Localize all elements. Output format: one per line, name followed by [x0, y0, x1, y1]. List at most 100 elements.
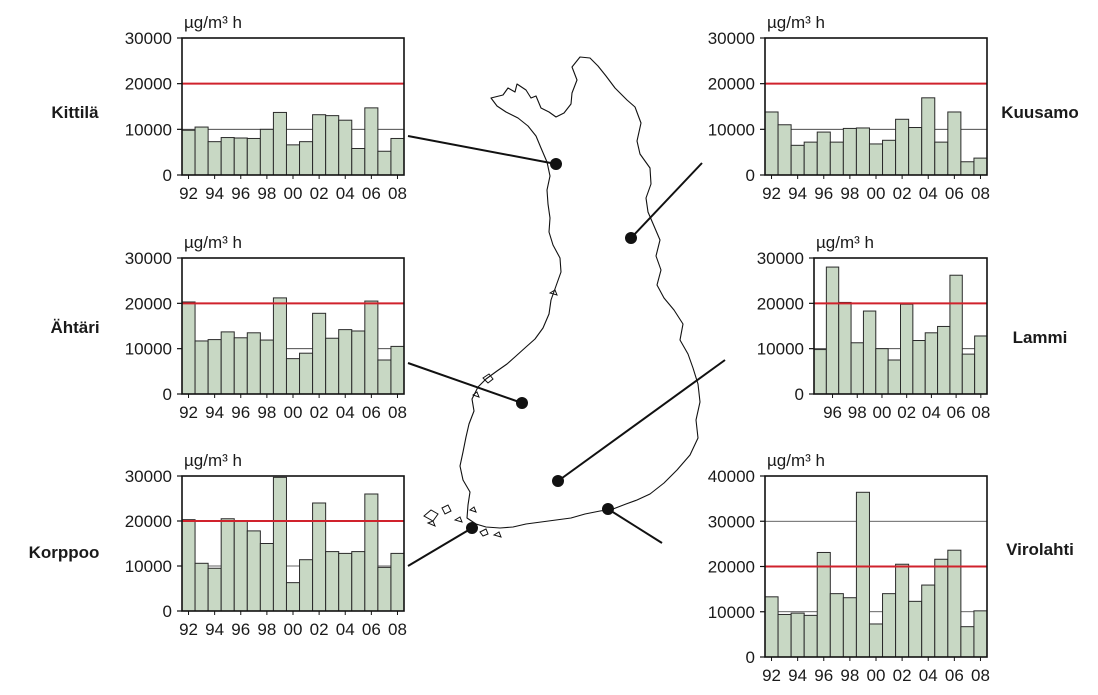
bar-05 — [351, 551, 366, 612]
x-tick-label: 02 — [310, 620, 329, 639]
bar-95 — [813, 349, 827, 395]
bar-06 — [947, 111, 962, 176]
bar-98 — [842, 597, 857, 658]
bar-95 — [803, 141, 818, 176]
finland-outline — [459, 56, 701, 529]
y-tick-label: 0 — [746, 648, 755, 667]
y-tick-label: 30000 — [757, 249, 804, 268]
bar-00 — [285, 358, 301, 395]
station-name: Virolahti — [1006, 540, 1074, 559]
bar-96 — [825, 266, 840, 395]
unit-label: µg/m³ h — [767, 13, 825, 32]
bar-97 — [246, 137, 261, 176]
bar-96 — [816, 551, 831, 658]
bar-94 — [207, 141, 222, 176]
y-tick-label: 20000 — [708, 75, 755, 94]
bar-00 — [868, 623, 884, 658]
x-tick-label: 94 — [788, 666, 807, 685]
bar-99 — [272, 297, 287, 395]
bar-02 — [895, 563, 910, 658]
bar-00 — [875, 348, 889, 395]
bar-96 — [233, 137, 248, 176]
y-tick-label: 40000 — [708, 467, 755, 486]
bar-93 — [777, 613, 792, 658]
bar-98 — [259, 543, 274, 612]
chart-lammi: 0 10000 20000 30000 96 98 00 02 04 06 08 µg/m³ h Lam… — [757, 233, 1068, 422]
x-tick-label: 06 — [362, 403, 381, 422]
y-tick-label: 10000 — [125, 340, 172, 359]
station-name: Ähtäri — [50, 318, 99, 337]
bar-94 — [790, 612, 805, 658]
bar-01 — [882, 139, 897, 176]
x-tick-label: 98 — [257, 403, 276, 422]
x-tick-label: 08 — [388, 403, 407, 422]
islands-west-coast — [471, 289, 558, 398]
bar-02 — [312, 114, 327, 176]
x-tick-label: 92 — [179, 403, 198, 422]
x-tick-label: 06 — [362, 184, 381, 203]
bar-92 — [764, 111, 779, 176]
bar-04 — [924, 332, 939, 395]
chart-kuusamo: 0 10000 20000 30000 92 94 96 98 00 02 04 06 08 µg/m³ … — [708, 13, 1079, 203]
bar-92 — [181, 301, 196, 395]
y-tick-label: 30000 — [125, 467, 172, 486]
x-tick-label: 08 — [971, 666, 990, 685]
bar-00 — [285, 582, 301, 612]
bar-05 — [934, 558, 949, 658]
bar-01 — [882, 593, 897, 658]
bar-04 — [338, 329, 353, 395]
station-marker-4 — [552, 475, 564, 487]
station-name: Lammi — [1013, 328, 1068, 347]
x-tick-label: 08 — [971, 184, 990, 203]
bar-02 — [312, 502, 327, 612]
unit-label: µg/m³ h — [767, 451, 825, 470]
bar-05 — [937, 325, 951, 395]
chart-virolahti: 0 10000 20000 30000 40000 92 94 96 98 00 02 04 06 08 µ… — [708, 451, 1074, 685]
x-tick-label: 92 — [762, 184, 781, 203]
station-marker-3 — [516, 397, 528, 409]
bar-02 — [895, 118, 910, 176]
bar-00 — [285, 144, 301, 176]
chart-ahtari: 0 10000 20000 30000 92 94 96 98 00 02 04 06 08 µg/m³ … — [50, 233, 406, 422]
y-tick-label: 10000 — [757, 340, 804, 359]
y-tick-label: 20000 — [708, 558, 755, 577]
y-tick-label: 20000 — [125, 294, 172, 313]
y-tick-label: 30000 — [708, 512, 755, 531]
x-tick-label: 00 — [867, 666, 886, 685]
bar-06 — [364, 300, 379, 395]
x-tick-label: 94 — [788, 184, 807, 203]
y-tick-label: 0 — [163, 166, 172, 185]
bar-08 — [973, 610, 988, 658]
station-marker-5 — [466, 522, 478, 534]
station-name: Korppoo — [29, 543, 100, 562]
bar-96 — [233, 337, 248, 395]
x-tick-label: 94 — [205, 184, 224, 203]
x-tick-label: 98 — [840, 666, 859, 685]
x-tick-label: 96 — [814, 184, 833, 203]
finland-map — [423, 56, 701, 538]
x-tick-label: 00 — [284, 620, 303, 639]
bar-03 — [908, 127, 923, 176]
x-tick-label: 92 — [179, 184, 198, 203]
unit-label: µg/m³ h — [184, 233, 242, 252]
y-tick-label: 30000 — [125, 29, 172, 48]
bar-99 — [272, 476, 287, 612]
bar-01 — [299, 352, 314, 395]
bar-98 — [259, 128, 274, 176]
bar-95 — [220, 137, 235, 176]
x-tick-label: 00 — [284, 184, 303, 203]
bar-07 — [961, 353, 976, 395]
bar-95 — [220, 518, 235, 612]
bar-01 — [299, 559, 314, 612]
bar-97 — [829, 593, 844, 658]
x-tick-label: 98 — [257, 184, 276, 203]
x-tick-label: 00 — [284, 403, 303, 422]
bar-08 — [973, 157, 988, 176]
x-tick-label: 06 — [945, 666, 964, 685]
bar-99 — [855, 491, 870, 658]
bar-07 — [960, 626, 975, 658]
x-tick-label: 02 — [310, 403, 329, 422]
x-tick-label: 06 — [945, 184, 964, 203]
bar-04 — [921, 584, 936, 658]
bar-93 — [194, 562, 209, 612]
